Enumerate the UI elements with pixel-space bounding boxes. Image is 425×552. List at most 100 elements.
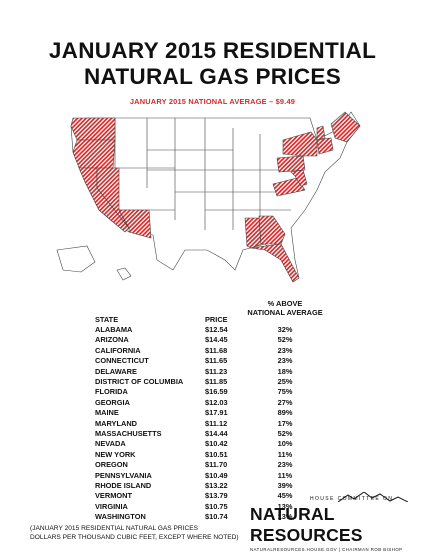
table-row: OREGON $11.70 23% [95,460,345,471]
table-row: MASSACHUSETTS $14.44 52% [95,429,345,440]
state-cell: NEW YORK [95,449,136,459]
table-row: ARIZONA $14.45 52% [95,335,345,346]
table-row: RHODE ISLAND $13.22 39% [95,481,345,492]
price-cell: $10.74 [205,512,228,522]
state-cell: VIRGINIA [95,501,128,511]
pct-cell: 25% [277,377,293,386]
state-cell: GEORGIA [95,397,130,407]
footnote: (JANUARY 2015 RESIDENTIAL NATURAL GAS PR… [30,525,239,542]
price-cell: $11.23 [205,366,228,376]
us-map [56,111,361,283]
table-row: DELAWARE $11.23 18% [95,367,345,378]
footnote-line2: DOLLARS PER THOUSAND CUBIC FEET, EXCEPT … [30,533,239,541]
table-row: GEORGIA $12.03 27% [95,398,345,409]
price-cell: $11.12 [205,418,228,428]
state-cell: OREGON [95,460,128,470]
state-cell: DELAWARE [95,366,137,376]
pct-cell: 18% [277,366,293,376]
state-cell: MARYLAND [95,418,138,428]
state-florida [250,243,300,283]
mountains-icon [338,492,408,502]
pct-cell: 27% [277,397,293,407]
table-row: PENNSYLVANIA $10.49 11% [95,471,345,482]
state-new-england-south [316,137,334,155]
logo-main-text: NATURAL RESOURCES [250,504,363,545]
state-cell: VERMONT [95,491,132,501]
state-pennsylvania [276,155,306,173]
price-cell: $17.91 [205,408,228,418]
state-cell: PENNSYLVANIA [95,470,152,480]
price-cell: $11.70 [205,460,228,470]
pct-cell: 23% [277,345,293,355]
pct-cell: 11% [277,449,293,459]
table-row: NEVADA $10.42 10% [95,439,345,450]
price-cell: $10.51 [205,449,228,459]
state-cell: CONNECTICUT [95,356,149,366]
state-hawaii [116,267,132,281]
price-cell: $11.65 [205,356,228,366]
state-cell: CALIFORNIA [95,345,141,355]
pct-cell: 39% [277,481,293,490]
state-cell: WASHINGTON [95,512,146,522]
state-alabama [244,217,262,249]
pct-cell: 52% [277,335,293,345]
state-arizona [118,209,152,239]
pct-cell: 45% [277,491,293,501]
state-virginia [272,177,306,197]
header-pct-line2: NATIONAL AVERAGE [247,308,323,317]
price-cell: $10.49 [205,470,228,480]
pct-cell: 32% [277,325,293,334]
pct-cell: 75% [277,387,293,397]
price-cell: $11.85 [205,377,228,386]
state-cell: MAINE [95,408,119,418]
table-row: FLORIDA $16.59 75% [95,387,345,398]
price-cell: $16.59 [205,387,228,397]
state-cell: DISTRICT OF COLUMBIA [95,377,184,386]
pct-cell: 52% [277,429,293,438]
table-row: MAINE $17.91 89% [95,408,345,419]
price-cell: $14.45 [205,335,228,345]
state-cell: ARIZONA [95,335,129,345]
page-title-line1: JANUARY 2015 RESIDENTIAL [48,38,377,63]
pct-cell: 13% [277,501,293,511]
pct-cell: 13% [277,512,293,522]
table-row: NEW YORK $10.51 11% [95,450,345,461]
price-cell: $10.75 [205,501,228,511]
state-cell: NEVADA [95,439,126,449]
state-vermont [316,125,326,141]
price-cell: $14.44 [205,429,228,438]
pct-cell: 17% [277,418,293,428]
pct-cell: 11% [277,470,293,480]
table-row: MARYLAND $11.12 17% [95,419,345,430]
table-row: VIRGINIA $10.75 13% [95,502,345,513]
pct-cell: 89% [277,408,293,418]
pct-cell: 23% [277,356,293,366]
state-cell: RHODE ISLAND [95,481,152,490]
logo-top-text: HOUSE COMMITTEE ON [310,496,394,502]
header-price: PRICE [205,315,228,324]
page-title-line2: NATURAL GAS PRICES [83,64,342,89]
header-state: STATE [95,315,119,324]
table-row: ALABAMA $12.54 32% [95,325,345,336]
state-cell: FLORIDA [95,387,128,397]
table-row: CONNECTICUT $11.65 23% [95,356,345,367]
state-maine [330,111,361,143]
pct-cell: 23% [277,460,293,470]
state-cell: MASSACHUSETTS [95,429,162,438]
state-washington [70,117,116,141]
price-cell: $11.68 [205,345,228,355]
table-row: CALIFORNIA $11.68 23% [95,346,345,357]
state-alaska [56,245,96,273]
state-oregon [72,139,116,169]
table-row: VERMONT $13.79 45% [95,491,345,502]
price-cell: $12.03 [205,397,228,407]
state-new-york [282,131,318,157]
footnote-line1: (JANUARY 2015 RESIDENTIAL NATURAL GAS PR… [30,525,199,532]
header-pct-line1: % ABOVE [267,299,303,308]
price-cell: $12.54 [205,325,228,334]
price-cell: $13.79 [205,491,228,501]
national-average-subtitle: JANUARY 2015 NATIONAL AVERAGE – $9.49 [129,97,296,106]
table-row: DISTRICT OF COLUMBIA $11.85 25% [95,377,345,388]
state-georgia [258,215,286,245]
table-row: WASHINGTON $10.74 13% [95,512,345,523]
